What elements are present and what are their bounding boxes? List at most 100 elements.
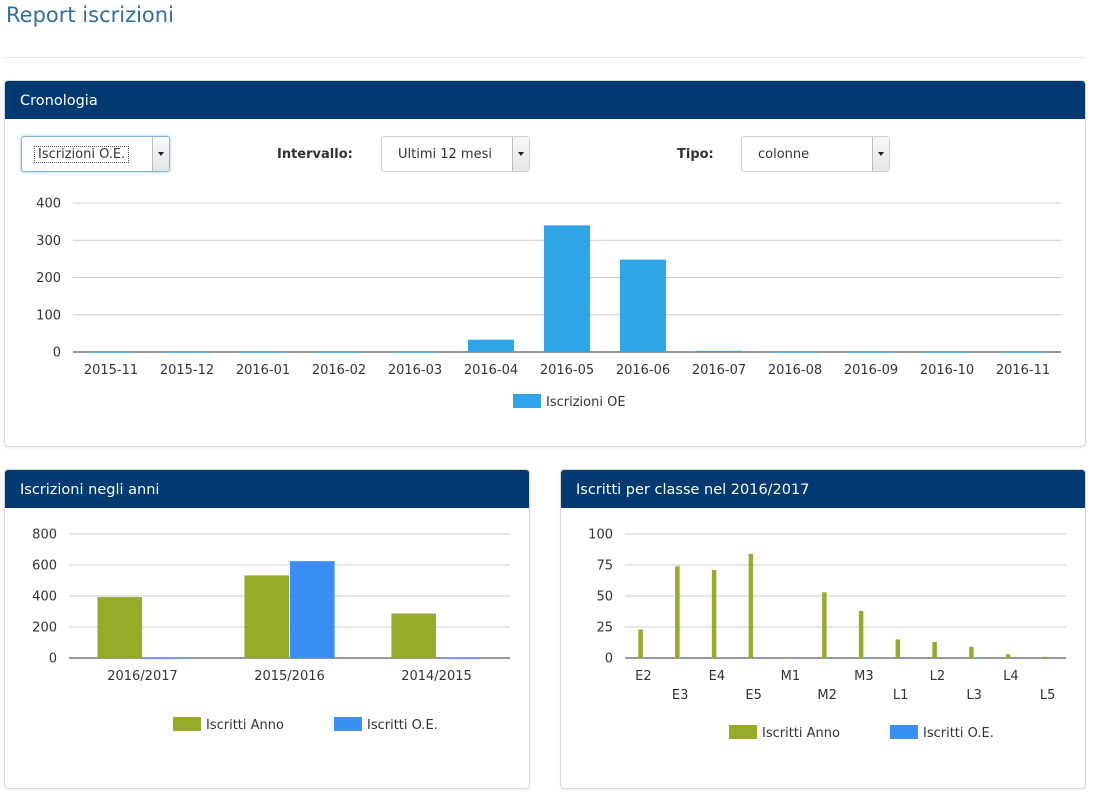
bar	[290, 561, 335, 658]
cronologia-panel: Cronologia Iscrizioni O.E. Intervallo: U…	[4, 80, 1086, 447]
x-tick-label: M1	[781, 669, 801, 684]
y-tick-label: 0	[49, 652, 57, 667]
classe-panel: Iscritti per classe nel 2016/2017 0 25 50 7…	[560, 469, 1086, 789]
y-tick-label: 800	[32, 528, 57, 543]
x-tick-label: 2016-11	[996, 363, 1050, 378]
x-tick-label: M2	[817, 688, 837, 703]
bar	[827, 658, 833, 659]
bar	[771, 352, 819, 353]
grafico-select-value: Iscrizioni O.E.	[34, 146, 130, 163]
chevron-down-icon[interactable]	[512, 137, 529, 171]
cronologia-chart: 0 100 200 300 400 2015-11 2015-12 2016-01 2016-0…	[36, 197, 1061, 410]
page-title: Report iscrizioni	[6, 3, 174, 27]
bar	[619, 259, 667, 352]
intervallo-select[interactable]: Ultimi 12 mesi	[381, 136, 530, 172]
legend-swatch	[729, 725, 757, 739]
bar	[711, 569, 717, 658]
y-tick-label: 0	[605, 652, 613, 667]
bar	[1048, 658, 1053, 659]
y-tick-label: 600	[32, 559, 57, 574]
chevron-down-icon[interactable]	[872, 137, 889, 171]
bar	[785, 658, 790, 659]
bar	[847, 352, 895, 353]
legend-label: Iscritti O.E.	[367, 718, 438, 733]
x-tick-label: 2016-07	[692, 363, 746, 378]
x-tick-label: 2016-09	[844, 363, 898, 378]
legend-swatch	[890, 725, 918, 739]
legend-label: Iscrizioni OE	[546, 395, 626, 410]
bar	[391, 613, 436, 658]
y-tick-label: 75	[596, 559, 613, 574]
y-tick-label: 400	[36, 197, 61, 212]
bar	[999, 352, 1047, 353]
x-tick-label: 2015-12	[160, 363, 214, 378]
bar	[675, 566, 680, 658]
chevron-down-icon[interactable]	[152, 137, 169, 171]
legend-label: Iscritti O.E.	[923, 726, 994, 741]
classe-chart: 0 25 50 75 100 E2 E3 E4 E5 M1 M2 M3 L1 L2 L3 L4 L5 Iscrit…	[588, 528, 1066, 741]
legend-label: Iscritti Anno	[762, 726, 840, 741]
bar	[695, 350, 743, 352]
bar	[1011, 658, 1016, 659]
anni-chart: 0 200 400 600 800 2016/2017 2015/2016 2014/2015…	[32, 528, 510, 733]
intervallo-label: Intervallo:	[277, 147, 353, 162]
bar	[937, 658, 943, 659]
x-tick-label: 2015-11	[84, 363, 138, 378]
y-tick-label: 300	[36, 234, 61, 249]
bar	[1042, 656, 1048, 658]
bar	[315, 352, 363, 353]
classe-panel-title: Iscritti per classe nel 2016/2017	[561, 470, 1085, 508]
grafico-select[interactable]: Iscrizioni O.E.	[21, 136, 170, 172]
bar	[748, 553, 754, 658]
legend-label: Iscritti Anno	[206, 718, 284, 733]
y-tick-label: 100	[588, 528, 613, 543]
x-tick-label: E5	[745, 688, 762, 703]
bar	[864, 658, 869, 659]
anni-panel: Iscrizioni negli anni 0 200 400 600 800 2016/…	[4, 469, 530, 789]
x-tick-label: M3	[854, 669, 874, 684]
bar	[790, 658, 796, 659]
tipo-select-value: colonne	[758, 147, 810, 162]
y-tick-label: 100	[36, 308, 61, 323]
bar	[87, 352, 135, 353]
bar	[638, 629, 643, 658]
bar	[858, 610, 864, 658]
x-tick-label: 2015/2016	[254, 669, 325, 684]
bar	[969, 646, 974, 658]
bar	[822, 592, 827, 658]
bar	[932, 641, 937, 658]
x-tick-label: L3	[966, 688, 982, 703]
bar	[895, 639, 901, 658]
x-tick-label: L1	[893, 688, 909, 703]
bar	[1005, 654, 1011, 658]
bar	[974, 658, 980, 659]
x-tick-label: E4	[709, 669, 726, 684]
cronologia-panel-title: Cronologia	[5, 81, 1085, 119]
x-tick-label: 2016-04	[464, 363, 518, 378]
x-tick-label: L2	[930, 669, 946, 684]
x-tick-label: E3	[672, 688, 689, 703]
x-tick-label: 2016-08	[768, 363, 822, 378]
y-tick-label: 400	[32, 590, 57, 605]
bar	[143, 658, 188, 659]
x-tick-label: 2014/2015	[401, 669, 472, 684]
legend-swatch	[173, 717, 201, 731]
x-tick-label: E2	[635, 669, 652, 684]
x-tick-label: 2016-01	[236, 363, 290, 378]
legend-swatch	[513, 394, 541, 408]
legend-swatch	[334, 717, 362, 731]
anni-panel-title: Iscrizioni negli anni	[5, 470, 529, 508]
tipo-select[interactable]: colonne	[741, 136, 890, 172]
bar	[244, 575, 289, 658]
bar	[923, 352, 971, 353]
title-divider	[4, 57, 1086, 58]
bar	[391, 352, 439, 353]
bar	[717, 658, 722, 659]
y-tick-label: 200	[36, 271, 61, 286]
y-tick-label: 200	[32, 621, 57, 636]
bar	[437, 658, 482, 659]
bar	[543, 225, 591, 352]
bar	[680, 658, 686, 659]
bar	[239, 352, 287, 353]
y-tick-label: 0	[53, 346, 61, 361]
